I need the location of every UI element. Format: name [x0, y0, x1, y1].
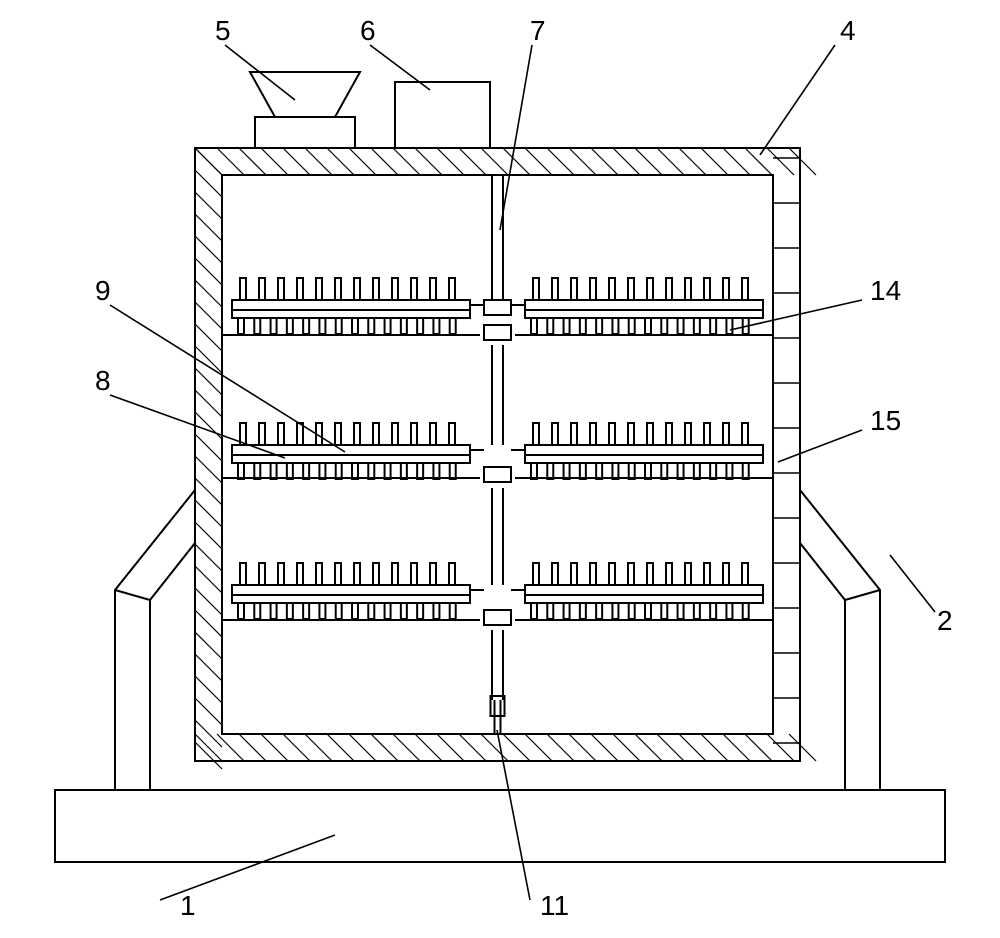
svg-text:8: 8 [95, 365, 111, 396]
svg-text:5: 5 [215, 15, 231, 46]
svg-text:15: 15 [870, 405, 901, 436]
svg-text:6: 6 [360, 15, 376, 46]
svg-text:1: 1 [180, 890, 196, 921]
svg-text:4: 4 [840, 15, 856, 46]
svg-text:9: 9 [95, 275, 111, 306]
svg-text:11: 11 [540, 890, 569, 921]
svg-text:2: 2 [937, 605, 953, 636]
svg-text:7: 7 [530, 15, 546, 46]
svg-text:14: 14 [870, 275, 901, 306]
